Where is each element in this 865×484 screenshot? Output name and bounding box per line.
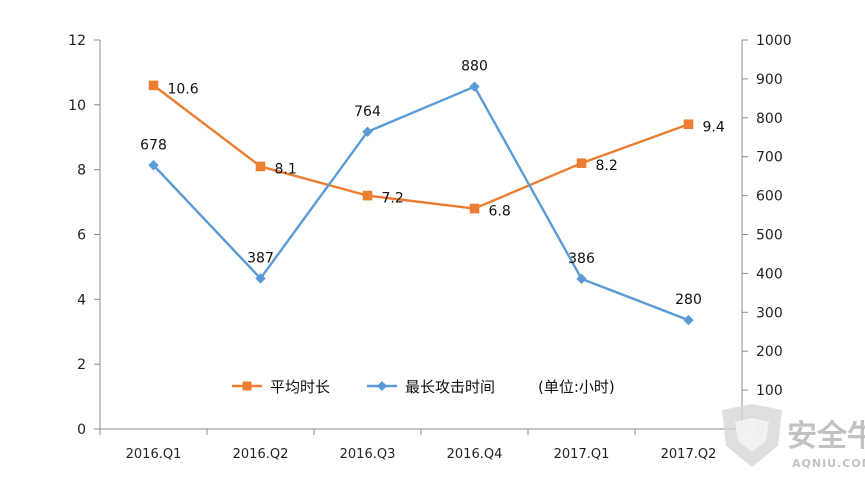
max-attack-time-point bbox=[469, 81, 480, 92]
x-tick-label: 2017.Q2 bbox=[661, 447, 717, 462]
x-tick-label: 2016.Q2 bbox=[233, 447, 289, 462]
watermark-brand: 安全牛 bbox=[787, 419, 865, 454]
y-left-tick-label: 2 bbox=[77, 357, 86, 373]
max-attack-time-data-label: 678 bbox=[140, 137, 167, 153]
max-attack-time-point bbox=[148, 160, 159, 171]
average-duration-point bbox=[469, 203, 480, 214]
average-duration-data-label: 6.8 bbox=[489, 204, 511, 220]
max-attack-time-data-label: 387 bbox=[247, 250, 274, 266]
legend-square-marker bbox=[242, 381, 252, 391]
y-left-tick-label: 0 bbox=[77, 422, 86, 438]
y-left-tick-label: 6 bbox=[77, 228, 86, 244]
y-left-tick-label: 4 bbox=[77, 292, 86, 308]
max-attack-time-point bbox=[576, 273, 587, 285]
series-layer bbox=[148, 80, 694, 326]
y-right-tick-label: 1000 bbox=[756, 33, 792, 49]
x-tick-label: 2017.Q1 bbox=[554, 447, 610, 462]
y-right-tick-label: 400 bbox=[756, 266, 783, 282]
y-right-tick-label: 700 bbox=[756, 150, 783, 166]
y-left-tick-label: 10 bbox=[68, 98, 86, 114]
average-duration-data-label: 8.2 bbox=[596, 158, 618, 174]
series-line-max-attack-time bbox=[152, 85, 690, 322]
y-right-tick-label: 900 bbox=[756, 72, 783, 88]
legend-series-name: 最长攻击时间 bbox=[405, 378, 495, 396]
max-attack-time-data-label: 386 bbox=[568, 251, 595, 267]
average-duration-point bbox=[683, 119, 694, 130]
watermark: 安全牛 AQNIU.COM bbox=[722, 404, 865, 470]
legend-item-average-duration: 平均时长 bbox=[232, 378, 330, 396]
legend-series-name: 平均时长 bbox=[270, 378, 330, 396]
average-duration-point bbox=[148, 80, 159, 91]
watermark-sub: AQNIU.COM bbox=[792, 457, 865, 470]
y-right-tick-label: 800 bbox=[756, 111, 783, 127]
x-tick-label: 2016.Q4 bbox=[447, 447, 503, 462]
legend-unit-note: (单位:小时) bbox=[538, 378, 615, 396]
max-attack-time-data-label: 764 bbox=[354, 104, 381, 120]
max-attack-time-data-label: 280 bbox=[675, 292, 702, 308]
max-attack-time-point bbox=[362, 126, 373, 138]
average-duration-data-label: 7.2 bbox=[382, 191, 404, 207]
legend: 平均时长 最长攻击时间 (单位:小时) bbox=[232, 378, 615, 396]
y-right-tick-label: 300 bbox=[756, 305, 783, 321]
y-right-tick-label: 100 bbox=[756, 383, 783, 399]
max-attack-time-point bbox=[683, 314, 694, 326]
y-right-tick-label: 500 bbox=[756, 228, 783, 244]
data-labels-layer: 10.6 8.1 7.2 6.8 8.2 9.4 678 387 764 880 386 280 bbox=[140, 59, 725, 308]
max-attack-time-point bbox=[255, 273, 266, 284]
y-right-tick-label: 600 bbox=[756, 189, 783, 205]
y-right-tick-label: 200 bbox=[756, 344, 783, 360]
series-line-average-duration bbox=[152, 84, 690, 210]
average-duration-data-label: 8.1 bbox=[275, 161, 297, 177]
average-duration-point bbox=[255, 161, 266, 172]
axes-layer: 0246810120100200300400500600700800900100… bbox=[68, 33, 791, 462]
x-tick-label: 2016.Q3 bbox=[340, 447, 396, 462]
average-duration-point bbox=[576, 158, 587, 168]
y-left-tick-label: 12 bbox=[68, 33, 86, 49]
y-left-tick-label: 8 bbox=[77, 163, 86, 179]
average-duration-data-label: 9.4 bbox=[703, 119, 725, 135]
average-duration-point bbox=[362, 190, 373, 201]
legend-item-max-attack-time: 最长攻击时间 bbox=[367, 378, 495, 396]
average-duration-data-label: 10.6 bbox=[168, 81, 199, 97]
shield-inner-icon bbox=[735, 418, 769, 452]
x-tick-label: 2016.Q1 bbox=[126, 447, 182, 462]
legend-diamond-marker bbox=[377, 381, 387, 391]
max-attack-time-data-label: 880 bbox=[461, 59, 488, 75]
